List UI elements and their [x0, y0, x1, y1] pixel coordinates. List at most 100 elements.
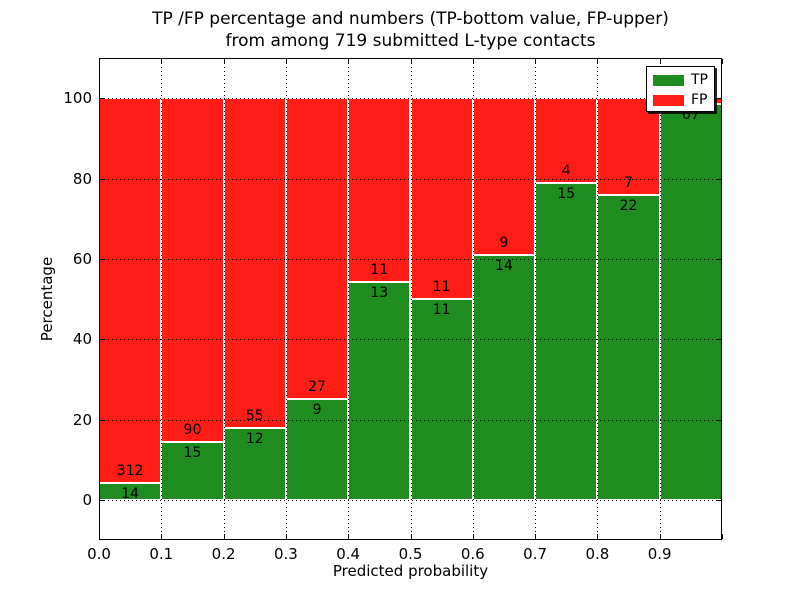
x-tick-bottom-7 — [535, 534, 537, 539]
x-tick-bottom-0 — [99, 534, 100, 539]
x-tick-label-0.3: 0.3 — [273, 545, 298, 563]
tp-count-label-7: 15 — [557, 185, 576, 202]
x-tick-label-0.7: 0.7 — [523, 545, 548, 563]
x-tick-top-5 — [410, 59, 412, 64]
x-tick-label-0.8: 0.8 — [585, 545, 610, 563]
tp-count-label-5: 11 — [432, 302, 451, 318]
x-tick-label-0.4: 0.4 — [336, 545, 361, 563]
gridline-vertical-4 — [348, 59, 350, 539]
x-tick-bottom-4 — [348, 534, 350, 539]
tp-count-label-6: 14 — [495, 258, 513, 275]
bar-segment-tp-8 — [597, 195, 660, 500]
gridline-vertical-7 — [535, 59, 537, 539]
tp-count-label-4: 13 — [370, 285, 389, 302]
legend-label-tp: TP — [691, 72, 708, 88]
bar-segment-tp-5 — [410, 299, 473, 500]
x-tick-top-9 — [659, 59, 661, 64]
y-tick-left-80 — [100, 178, 105, 180]
fp-count-label-2: 55 — [245, 407, 264, 424]
x-tick-top-8 — [597, 59, 599, 64]
y-tick-left-0 — [100, 499, 105, 501]
bar-segment-fp-6 — [472, 98, 536, 256]
x-axis-label: Predicted probability — [332, 562, 489, 580]
y-tick-label-0: 0 — [82, 490, 92, 509]
x-tick-bottom-3 — [285, 534, 287, 539]
bar-segment-fp-0 — [99, 98, 162, 483]
y-tick-right-60 — [716, 258, 721, 260]
fp-count-label-4: 11 — [370, 262, 389, 279]
x-tick-bottom-9 — [659, 534, 661, 539]
y-tick-left-60 — [100, 258, 105, 260]
x-tick-bottom-6 — [472, 534, 474, 539]
x-tick-bottom-8 — [597, 534, 599, 539]
fp-count-label-8: 7 — [624, 175, 633, 192]
gridline-vertical-3 — [285, 59, 287, 539]
gridline-vertical-2 — [223, 59, 225, 539]
y-tick-right-20 — [716, 419, 721, 421]
tp-count-label-8: 22 — [619, 198, 638, 215]
bar-segment-fp-5 — [410, 98, 473, 299]
legend: TP FP — [646, 66, 715, 112]
bar-segment-tp-3 — [285, 399, 349, 500]
fp-swatch-icon — [653, 95, 684, 106]
bar-segment-fp-3 — [285, 98, 349, 400]
y-tick-right-80 — [716, 178, 721, 180]
x-tick-bottom-10 — [722, 534, 723, 539]
fp-count-label-3: 27 — [308, 379, 326, 396]
tp-count-label-3: 9 — [312, 402, 322, 419]
x-tick-bottom-1 — [161, 534, 163, 539]
fp-count-label-6: 9 — [499, 235, 509, 252]
legend-item-tp: TP — [653, 72, 714, 89]
bar-segment-fp-2 — [223, 98, 286, 428]
x-tick-top-10 — [722, 59, 723, 64]
tp-swatch-icon — [653, 75, 684, 86]
x-tick-label-0.1: 0.1 — [149, 545, 174, 563]
x-tick-label-0.6: 0.6 — [460, 545, 485, 563]
x-tick-top-2 — [223, 59, 225, 64]
tp-count-label-1: 15 — [183, 445, 202, 462]
bar-segment-fp-1 — [161, 98, 224, 443]
fp-count-label-1: 90 — [183, 422, 202, 439]
gridline-vertical-6 — [472, 59, 474, 539]
bar-segment-tp-7 — [535, 182, 598, 500]
fp-count-label-5: 11 — [432, 279, 451, 295]
x-tick-label-0.5: 0.5 — [398, 545, 423, 563]
y-tick-right-40 — [716, 339, 721, 341]
y-tick-label-40: 40 — [72, 330, 92, 349]
x-tick-bottom-2 — [223, 534, 225, 539]
bar-segment-tp-4 — [348, 282, 411, 500]
gridline-vertical-9 — [659, 59, 661, 539]
x-tick-top-0 — [99, 59, 100, 64]
y-tick-label-20: 20 — [72, 410, 92, 429]
x-tick-top-6 — [472, 59, 474, 64]
bar-segment-fp-4 — [348, 98, 411, 283]
x-tick-top-4 — [348, 59, 350, 64]
y-tick-left-20 — [100, 419, 105, 421]
legend-label-fp: FP — [691, 92, 708, 108]
x-tick-top-3 — [285, 59, 287, 64]
x-tick-label-0.0: 0.0 — [87, 545, 111, 563]
fp-count-label-0: 312 — [116, 462, 144, 479]
y-tick-left-40 — [100, 339, 105, 341]
bar-segment-tp-9 — [659, 104, 722, 500]
y-tick-label-60: 60 — [72, 249, 92, 268]
legend-item-fp: FP — [653, 92, 714, 109]
y-axis-label: Percentage — [38, 256, 56, 342]
y-tick-right-0 — [716, 499, 721, 501]
x-tick-label-0.2: 0.2 — [211, 545, 236, 563]
x-tick-bottom-5 — [410, 534, 412, 539]
bar-segment-tp-1 — [161, 442, 224, 500]
x-tick-label-0.9: 0.9 — [647, 545, 672, 563]
fp-count-label-7: 4 — [561, 162, 571, 179]
y-tick-label-80: 80 — [72, 169, 92, 188]
y-tick-left-100 — [100, 98, 105, 100]
x-tick-top-1 — [161, 59, 163, 64]
chart-title-line-2: from among 719 submitted L-type contacts — [225, 31, 596, 51]
tp-count-label-0: 14 — [121, 485, 140, 502]
gridline-vertical-5 — [410, 59, 412, 539]
gridline-vertical-8 — [597, 59, 599, 539]
bar-segment-tp-6 — [472, 255, 536, 500]
tp-count-label-2: 12 — [245, 430, 264, 447]
chart-title-line-1: TP /FP percentage and numbers (TP-bottom… — [152, 9, 669, 29]
